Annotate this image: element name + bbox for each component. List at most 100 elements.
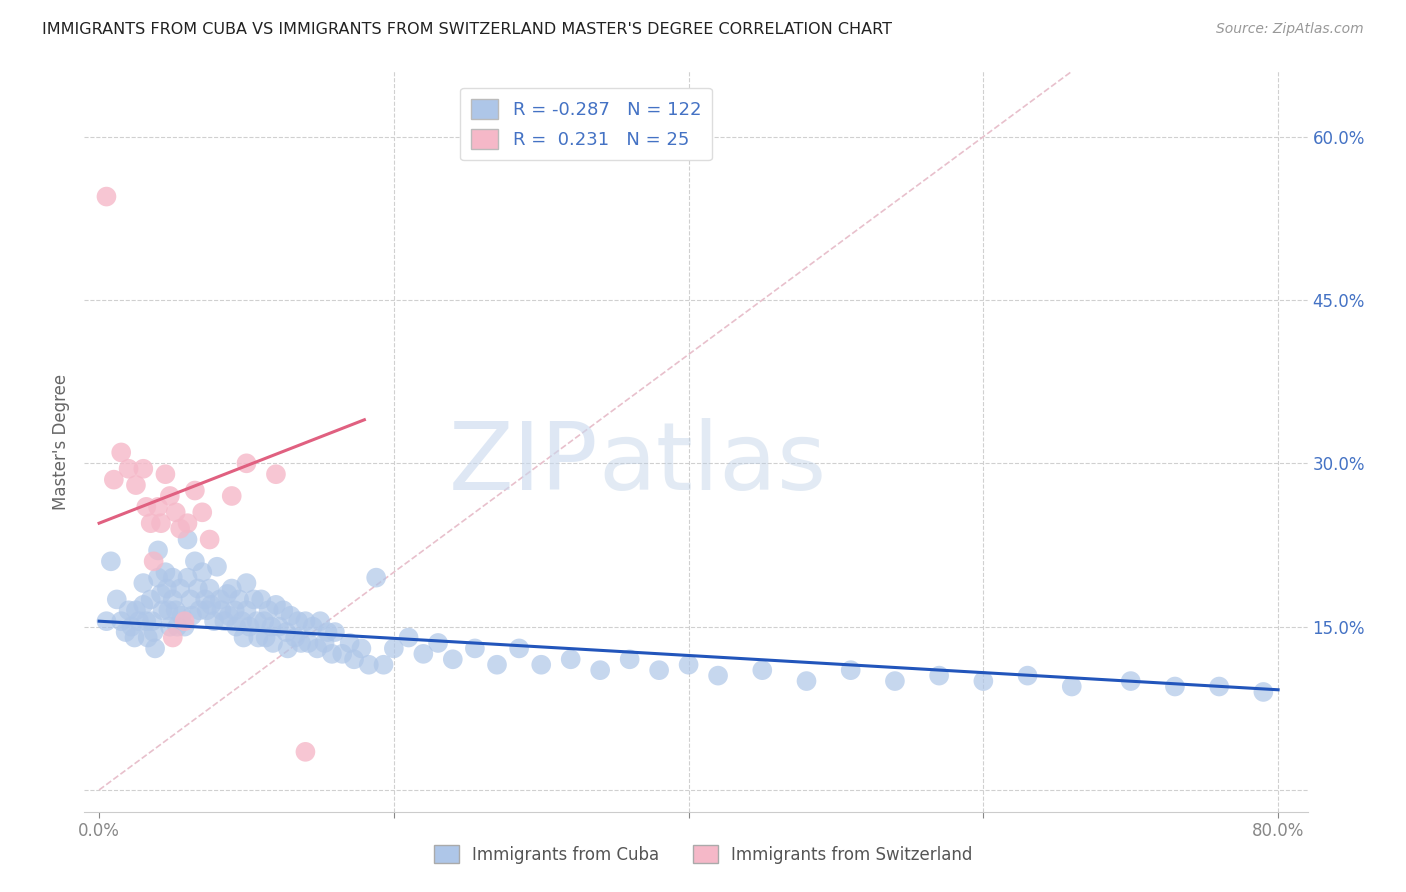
Point: [132, 598, 155, 612]
Point: [162, 571, 184, 585]
Point: [284, 631, 307, 645]
Point: [121, 619, 143, 633]
Text: ZIP: ZIP: [449, 417, 598, 509]
Point: [200, 598, 222, 612]
Point: [257, 603, 280, 617]
Point: [165, 603, 187, 617]
Point: [205, 559, 228, 574]
Point: [218, 608, 240, 623]
Point: [225, 619, 247, 633]
Point: [276, 625, 298, 640]
Point: [1164, 680, 1187, 694]
Point: [166, 619, 188, 633]
Point: [589, 663, 612, 677]
Point: [343, 652, 366, 666]
Point: [264, 598, 287, 612]
Point: [1060, 680, 1083, 694]
Point: [366, 571, 388, 585]
Point: [194, 592, 217, 607]
Point: [316, 625, 339, 640]
Point: [357, 657, 380, 672]
Point: [188, 603, 211, 617]
Point: [235, 576, 257, 591]
Point: [260, 619, 283, 633]
Point: [173, 614, 195, 628]
Point: [132, 576, 155, 591]
Point: [169, 582, 191, 596]
Point: [195, 603, 218, 617]
Point: [221, 489, 243, 503]
Point: [173, 619, 195, 633]
Point: [132, 462, 155, 476]
Legend: Immigrants from Cuba, Immigrants from Switzerland: Immigrants from Cuba, Immigrants from Sw…: [427, 838, 979, 871]
Point: [221, 582, 243, 596]
Point: [350, 641, 373, 656]
Point: [382, 641, 405, 656]
Point: [157, 603, 180, 617]
Text: atlas: atlas: [598, 417, 827, 509]
Point: [217, 587, 239, 601]
Point: [235, 603, 257, 617]
Point: [214, 614, 236, 628]
Point: [678, 657, 700, 672]
Point: [100, 554, 122, 568]
Point: [176, 571, 198, 585]
Point: [162, 592, 184, 607]
Point: [267, 619, 290, 633]
Point: [142, 554, 165, 568]
Point: [187, 582, 209, 596]
Point: [136, 631, 159, 645]
Point: [232, 631, 254, 645]
Point: [179, 592, 201, 607]
Point: [146, 571, 169, 585]
Point: [150, 516, 173, 531]
Point: [231, 614, 253, 628]
Point: [184, 554, 207, 568]
Point: [110, 614, 132, 628]
Point: [103, 473, 125, 487]
Point: [884, 674, 907, 689]
Point: [176, 533, 198, 547]
Point: [839, 663, 862, 677]
Point: [162, 631, 184, 645]
Point: [1119, 674, 1142, 689]
Point: [169, 522, 191, 536]
Point: [155, 565, 177, 579]
Point: [128, 614, 150, 628]
Point: [247, 631, 270, 645]
Point: [146, 500, 169, 514]
Point: [1208, 680, 1230, 694]
Point: [198, 533, 221, 547]
Point: [485, 657, 508, 672]
Point: [280, 608, 302, 623]
Point: [117, 462, 139, 476]
Point: [181, 608, 204, 623]
Point: [184, 483, 207, 498]
Point: [560, 652, 582, 666]
Point: [323, 625, 346, 640]
Point: [1017, 668, 1039, 682]
Point: [152, 603, 174, 617]
Point: [243, 592, 266, 607]
Point: [314, 636, 336, 650]
Point: [250, 592, 273, 607]
Legend: R = -0.287   N = 122, R =  0.231   N = 25: R = -0.287 N = 122, R = 0.231 N = 25: [460, 87, 711, 161]
Point: [135, 614, 157, 628]
Point: [1253, 685, 1275, 699]
Point: [427, 636, 450, 650]
Point: [373, 657, 395, 672]
Point: [198, 582, 221, 596]
Point: [464, 641, 486, 656]
Point: [170, 608, 193, 623]
Text: IMMIGRANTS FROM CUBA VS IMMIGRANTS FROM SWITZERLAND MASTER'S DEGREE CORRELATION : IMMIGRANTS FROM CUBA VS IMMIGRANTS FROM …: [42, 22, 893, 37]
Point: [253, 614, 276, 628]
Point: [412, 647, 434, 661]
Point: [273, 603, 295, 617]
Point: [135, 500, 157, 514]
Point: [208, 592, 231, 607]
Point: [110, 445, 132, 459]
Point: [125, 603, 148, 617]
Point: [139, 592, 162, 607]
Point: [159, 619, 181, 633]
Point: [287, 614, 309, 628]
